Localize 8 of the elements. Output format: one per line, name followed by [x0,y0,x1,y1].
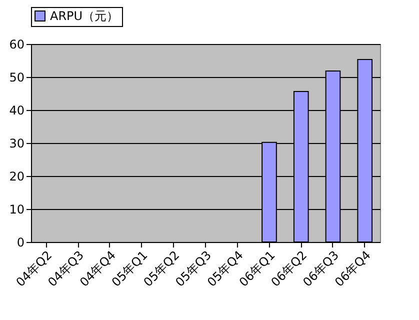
legend-label: ARPU（元） [50,9,119,23]
y-tick-label: 20 [9,170,24,184]
y-tick-label: 30 [9,136,24,150]
y-tick-label: 40 [9,104,24,118]
y-tick-label: 10 [9,202,24,216]
y-tick-label: 50 [9,70,24,84]
y-tick-label: 0 [16,236,24,250]
y-tick-label: 60 [9,38,24,52]
